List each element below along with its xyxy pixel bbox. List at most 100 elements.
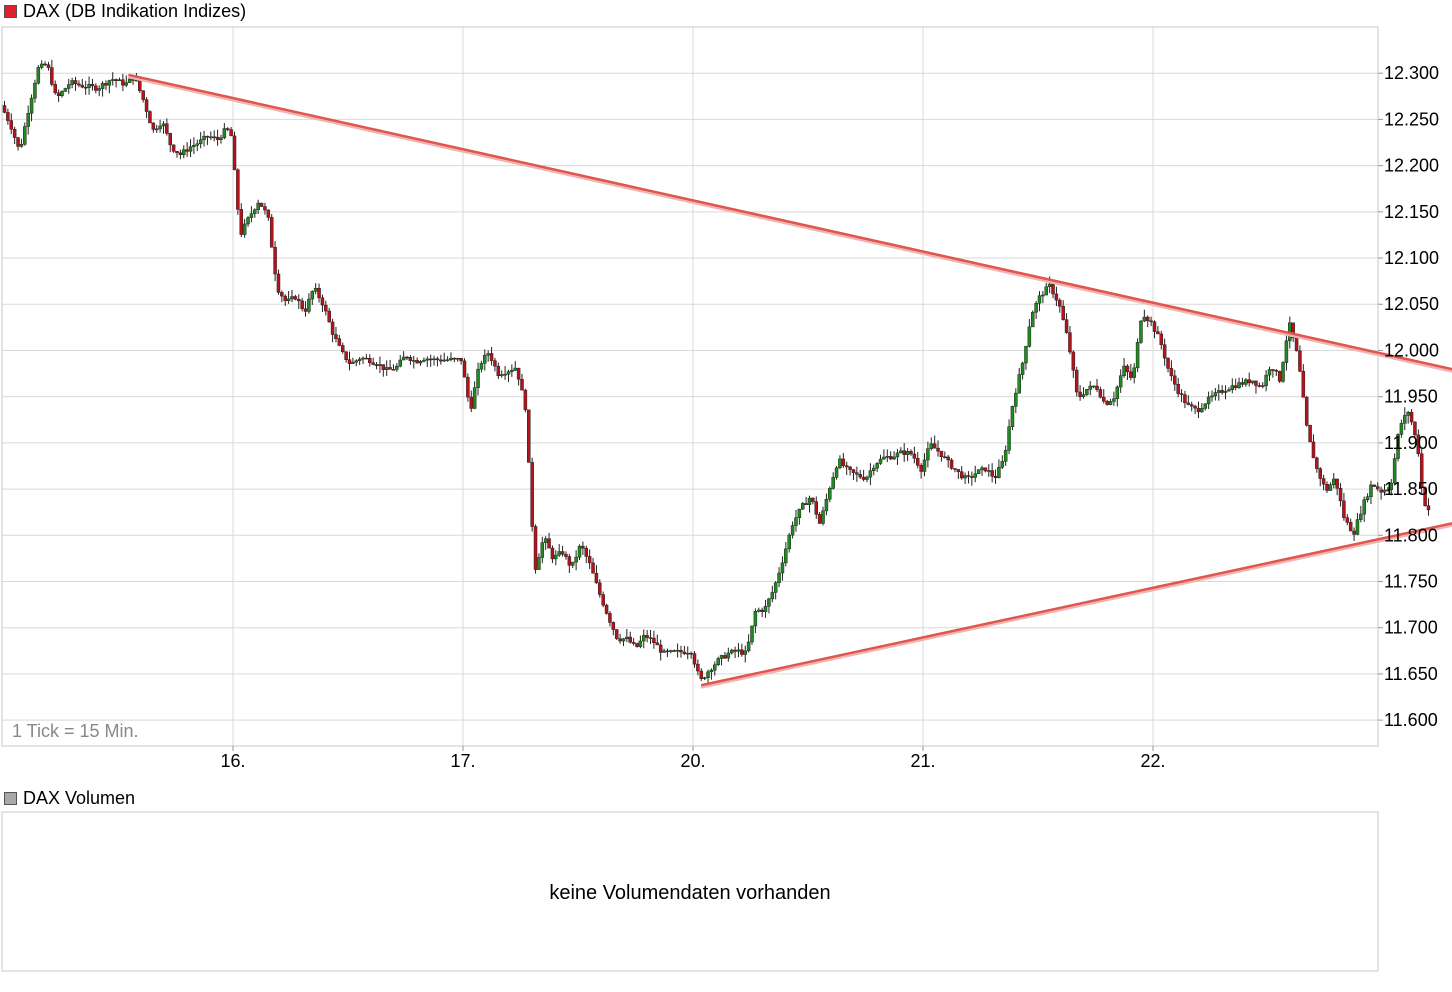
- candle-body: [574, 556, 578, 563]
- candle-body: [469, 396, 474, 409]
- candle-body: [679, 650, 683, 653]
- candle-body: [100, 83, 105, 89]
- candle-body: [1193, 405, 1197, 409]
- candle-body: [209, 136, 213, 139]
- candle-body: [763, 606, 768, 612]
- candle-body: [1034, 303, 1038, 313]
- candle-body: [804, 503, 808, 505]
- candle-body: [23, 126, 27, 145]
- candle-body: [195, 143, 200, 146]
- candle-body: [1308, 425, 1312, 443]
- candle-body: [733, 649, 737, 652]
- candle-body: [1328, 484, 1333, 491]
- candle-body: [567, 556, 572, 566]
- candle-body: [716, 658, 720, 666]
- candle-body: [1230, 385, 1235, 390]
- candle-body: [800, 503, 805, 510]
- candle-body: [821, 510, 825, 524]
- candle-body: [29, 97, 34, 114]
- candle-body: [865, 476, 869, 480]
- candle-body: [462, 360, 467, 378]
- candle-body: [219, 137, 223, 140]
- candle-body: [750, 625, 754, 643]
- candle-body: [726, 652, 731, 659]
- candle-body: [1118, 375, 1123, 388]
- candle-body: [283, 295, 287, 301]
- candle-body: [80, 84, 85, 88]
- candle-body: [970, 476, 974, 478]
- candle-body: [513, 367, 517, 371]
- candle-body: [696, 663, 700, 672]
- candle-body: [168, 133, 172, 146]
- candle-body: [198, 139, 203, 145]
- x-axis: 16. 17. 20. 21. 22.: [220, 746, 1166, 771]
- candle-body: [425, 358, 430, 361]
- candle-body: [273, 247, 277, 275]
- candle-body: [773, 582, 778, 593]
- candle-body: [1027, 326, 1032, 347]
- candle-body: [192, 145, 196, 147]
- candle-body: [1095, 385, 1099, 390]
- candle-body: [658, 644, 663, 653]
- candle-body: [395, 365, 399, 370]
- candle-body: [320, 297, 325, 306]
- candle-body: [570, 561, 575, 566]
- candle-body: [543, 538, 548, 543]
- candle-body: [554, 554, 558, 560]
- candle-body: [422, 359, 426, 362]
- candle-body: [344, 351, 348, 360]
- candle-body: [621, 638, 626, 642]
- candle-body: [963, 475, 967, 479]
- candle-body: [165, 123, 169, 134]
- candle-body: [432, 358, 436, 360]
- candle-body: [770, 592, 775, 600]
- candle-body: [533, 526, 538, 570]
- candle-body: [381, 364, 386, 370]
- candle-body: [1375, 486, 1380, 490]
- candle-body: [445, 359, 450, 361]
- candle-body: [662, 650, 666, 653]
- candle-body: [780, 562, 785, 574]
- candle-body: [1054, 293, 1059, 301]
- candle-body: [709, 669, 714, 673]
- candle-body: [976, 469, 981, 474]
- candle-body: [269, 217, 274, 248]
- candle-body: [1213, 392, 1218, 397]
- candle-body: [1112, 398, 1116, 402]
- candle-body: [506, 371, 511, 375]
- volume-legend: DAX Volumen: [4, 788, 135, 808]
- candle-body: [317, 287, 321, 299]
- candle-body: [202, 135, 206, 140]
- candle-body: [9, 120, 14, 130]
- candle-body: [1217, 390, 1221, 393]
- candle-body: [767, 598, 771, 607]
- candle-body: [154, 128, 159, 131]
- candle-body: [77, 83, 81, 86]
- candle-body: [503, 373, 507, 376]
- candle-body: [188, 146, 193, 152]
- y-tick-label: 11.600: [1384, 710, 1438, 730]
- candle-body: [1254, 380, 1258, 386]
- candle-body: [1068, 332, 1072, 353]
- candle-body: [1183, 394, 1187, 404]
- candle-body: [53, 84, 57, 94]
- candle-body: [290, 296, 294, 300]
- candle-body: [418, 361, 423, 364]
- candle-body: [604, 604, 609, 614]
- candle-body: [713, 664, 717, 671]
- candle-body: [225, 128, 230, 130]
- candle-body: [885, 456, 890, 458]
- candle-body: [479, 363, 484, 370]
- candle-body: [510, 370, 514, 372]
- candle-body: [175, 151, 179, 154]
- candle-body: [1189, 404, 1194, 407]
- candle-body: [384, 367, 389, 370]
- candle-body: [1186, 402, 1191, 405]
- candle-body: [1284, 340, 1289, 363]
- candle-body: [959, 471, 964, 479]
- trendline: [700, 522, 1452, 687]
- candle-body: [740, 649, 744, 655]
- candle-body: [577, 545, 582, 558]
- candle-body: [1206, 396, 1211, 405]
